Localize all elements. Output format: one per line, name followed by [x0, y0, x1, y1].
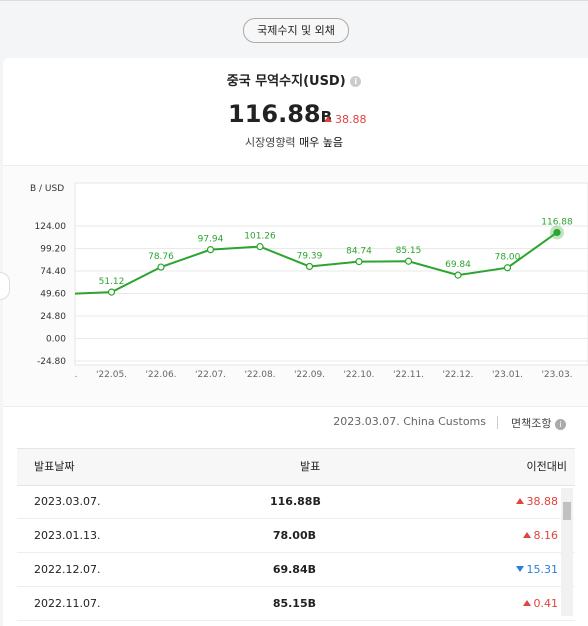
value-label: 101.26	[244, 232, 276, 242]
x-tick-label: '22.07.	[195, 370, 226, 380]
change: 0.41	[523, 587, 559, 620]
point	[107, 288, 116, 296]
point	[454, 271, 462, 279]
scroll-thumb[interactable]	[563, 502, 571, 520]
x-tick-label: '23.03.	[541, 370, 572, 380]
info-icon[interactable]: i	[350, 76, 362, 87]
value-label: 84.74	[346, 247, 372, 257]
value-label: 48.93	[49, 279, 75, 289]
x-tick-label: '23.01.	[492, 370, 523, 380]
x-tick-label: '22.10.	[343, 370, 374, 380]
y-tick-label: 99.20	[40, 245, 66, 255]
impact-value: 매우 높음	[299, 136, 344, 149]
impact-label: 시장영향력	[244, 136, 296, 149]
change: 8.16	[523, 519, 559, 552]
impact: 시장영향력 매우 높음	[0, 134, 588, 150]
x-tick-label: '22.11.	[393, 370, 424, 380]
value-label: 97.94	[198, 235, 224, 245]
x-tick-label: '22.12.	[442, 370, 473, 380]
actual: 78.00B	[272, 529, 316, 542]
change: 15.31	[516, 553, 559, 586]
x-tick-label: '22.04.	[46, 370, 77, 380]
table-header: 발표날짜 발표 이전대비	[17, 448, 575, 486]
plot-area	[74, 182, 588, 366]
date: 2023.03.07.	[34, 495, 101, 508]
change: 38.88	[516, 485, 559, 518]
separator	[497, 416, 498, 429]
column-header: 발표날짜	[34, 460, 75, 473]
date: 2022.12.07.	[34, 563, 101, 576]
column-header: 발표	[300, 460, 321, 473]
y-tick-label: 124.00	[35, 222, 67, 232]
point	[206, 246, 215, 254]
value-label: 79.39	[297, 251, 323, 261]
y-tick-label: 24.80	[40, 312, 66, 322]
table-row: 2023.03.07. 116.88B 38.88	[17, 485, 575, 519]
point	[256, 243, 264, 251]
point	[157, 263, 165, 271]
table-row: 2022.11.07. 85.15B 0.41	[17, 587, 575, 621]
x-tick-label: '22.09.	[294, 370, 325, 380]
value-label: 78.00	[495, 253, 521, 263]
top-border	[0, 0, 588, 1]
value-label: 85.15	[396, 246, 422, 256]
source: 2023.03.07. China Customs	[333, 415, 486, 428]
table-row: 2023.01.13. 78.00B 8.16	[17, 519, 575, 553]
actual: 116.88B	[270, 495, 321, 508]
title-text: 중국 무역수지(USD)	[226, 74, 346, 89]
point	[553, 228, 561, 237]
y-tick-label: 74.40	[40, 267, 66, 277]
y-tick-label: 0.00	[46, 335, 66, 345]
value-label: 69.84	[445, 260, 471, 270]
x-tick-label: '22.06.	[145, 370, 176, 380]
current-value: 116.88B	[228, 100, 332, 128]
point	[503, 264, 512, 272]
point	[404, 257, 413, 265]
value-label: 78.76	[148, 252, 174, 262]
y-tick-label: -24.80	[37, 357, 66, 367]
date: 2023.01.13.	[34, 529, 101, 542]
value-label: 51.12	[99, 277, 125, 287]
value: 116.88	[228, 100, 321, 128]
column-header: 이전대비	[526, 460, 567, 473]
actual: 85.15B	[272, 597, 316, 610]
point	[305, 262, 314, 271]
actual: 69.84B	[272, 563, 316, 576]
y-tick-label: 49.60	[40, 290, 66, 300]
chart: B / USD 124.00 99.20 74.40 49.60 24.80 0.00 -2…	[30, 182, 588, 380]
x-tick-label: '22.05.	[96, 370, 127, 380]
disclaimer[interactable]: 면책조항 i	[511, 415, 566, 431]
table-row: 2022.12.07. 69.84B 15.31	[17, 553, 575, 587]
date: 2022.11.07.	[34, 597, 101, 610]
y-unit: B / USD	[30, 184, 64, 194]
header-change: 38.88	[324, 113, 367, 126]
value-label: 116.88	[541, 217, 573, 227]
scrollbar[interactable]	[561, 488, 573, 616]
category-tab[interactable]: 국제수지 및 외채	[243, 18, 349, 43]
x-tick-label: '22.08.	[244, 370, 275, 380]
indicator-title: 중국 무역수지(USD) i	[0, 70, 588, 89]
info-icon[interactable]: i	[554, 419, 566, 430]
disclaimer-text[interactable]: 면책조항	[511, 417, 552, 430]
point	[355, 258, 363, 266]
